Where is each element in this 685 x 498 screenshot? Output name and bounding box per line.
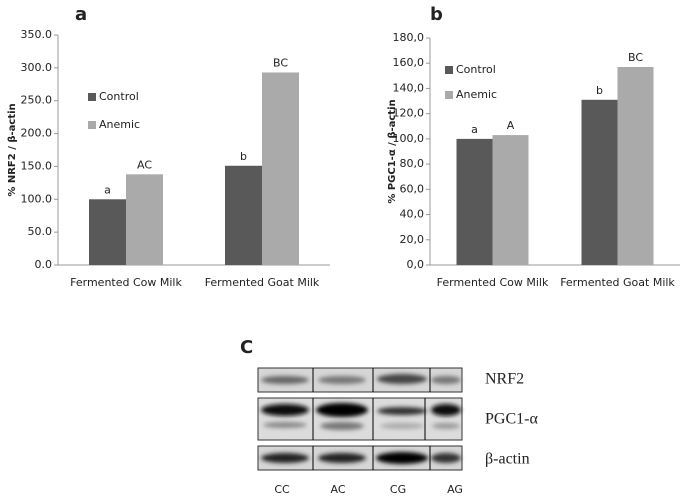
y-tick-label: 180,0 [393, 31, 425, 44]
y-tick-label: 20,0 [400, 233, 425, 246]
y-tick-label: 120,0 [393, 107, 425, 120]
legend-swatch [445, 91, 453, 99]
bar [225, 165, 262, 265]
bar [617, 67, 654, 265]
bands [261, 374, 461, 464]
legend-swatch [445, 66, 453, 74]
bar [126, 174, 163, 265]
lane-label: CC [274, 483, 290, 496]
panel-label: C [240, 337, 253, 358]
significance-letter: b [240, 150, 247, 163]
y-tick-label: 80,0 [400, 157, 425, 170]
bar [492, 135, 529, 265]
significance-letter: AC [137, 158, 152, 171]
bar [262, 72, 299, 265]
panel-label: b [430, 4, 443, 25]
y-tick-label: 350.0 [21, 28, 53, 41]
y-tick-label: 0,0 [407, 258, 425, 271]
significance-letter: A [507, 119, 515, 132]
y-tick-label: 300.0 [21, 61, 53, 74]
significance-letter: BC [628, 51, 643, 64]
y-tick-label: 50.0 [28, 225, 53, 238]
y-tick-label: 200.0 [21, 127, 53, 140]
panel-label: a [75, 4, 87, 25]
y-tick-label: 250.0 [21, 94, 53, 107]
bar [456, 138, 493, 265]
legend-label: Control [99, 90, 139, 103]
x-tick-label: Fermented Cow Milk [70, 276, 182, 289]
x-tick-label: Fermented Goat Milk [205, 276, 320, 289]
legend-swatch [88, 121, 96, 129]
row-label: NRF2 [485, 371, 524, 388]
y-tick-label: 40,0 [400, 208, 425, 221]
legend-label: Control [456, 63, 496, 76]
y-axis-label: % NRF2 / β-actin [7, 103, 18, 196]
y-tick-label: 150.0 [21, 159, 53, 172]
significance-letter: BC [273, 56, 288, 69]
x-tick-label: Fermented Goat Milk [560, 276, 675, 289]
row-label: PGC1-α [485, 411, 538, 428]
y-tick-label: 100,0 [393, 132, 425, 145]
y-tick-label: 140,0 [393, 81, 425, 94]
lane-dividers [312, 368, 431, 470]
row-label: β-actin [485, 451, 530, 468]
y-tick-label: 160,0 [393, 56, 425, 69]
bar [581, 99, 618, 266]
legend-swatch [88, 93, 96, 101]
blot: C NRF2 PGC1-α β-actin CC AC CG AG [240, 337, 538, 496]
lane-label: CG [390, 483, 406, 496]
y-tick-label: 100.0 [21, 192, 53, 205]
lane-label: AG [447, 483, 463, 496]
legend-label: Anemic [456, 88, 497, 101]
significance-letter: a [104, 183, 111, 196]
significance-letter: a [471, 123, 478, 136]
y-axis-label: % PGC1-α / β-actin [387, 99, 398, 203]
bar [89, 199, 126, 265]
lane-label: AC [330, 483, 345, 496]
legend-label: Anemic [99, 118, 140, 131]
significance-letter: b [596, 84, 603, 97]
y-tick-label: 0.0 [35, 258, 53, 271]
y-tick-label: 60,0 [400, 182, 425, 195]
x-tick-label: Fermented Cow Milk [437, 276, 549, 289]
